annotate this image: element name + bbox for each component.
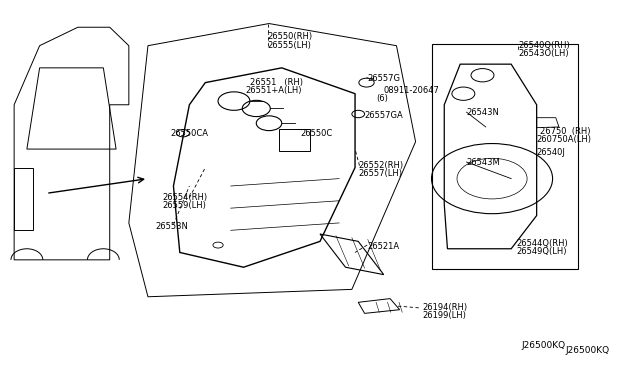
Text: 26551+A(LH): 26551+A(LH) <box>246 86 302 95</box>
Text: 26521A: 26521A <box>367 243 399 251</box>
Text: J26500KQ: J26500KQ <box>565 346 609 355</box>
Text: 26540J: 26540J <box>537 148 566 157</box>
Text: 26550CA: 26550CA <box>170 129 208 138</box>
Text: 260750A(LH): 260750A(LH) <box>537 135 591 144</box>
Text: 26557(LH): 26557(LH) <box>358 169 402 177</box>
Text: 26199(LH): 26199(LH) <box>422 311 466 320</box>
Text: 26557G: 26557G <box>368 74 401 83</box>
Text: 26550C: 26550C <box>301 129 333 138</box>
Text: 26540Q(RH): 26540Q(RH) <box>519 41 571 50</box>
Text: 26552(RH): 26552(RH) <box>358 161 403 170</box>
Text: 26194(RH): 26194(RH) <box>422 303 467 312</box>
Text: 26551   (RH): 26551 (RH) <box>250 78 303 87</box>
Text: J26500KQ: J26500KQ <box>521 341 565 350</box>
Text: 26550(RH): 26550(RH) <box>268 32 313 41</box>
Text: 26555(LH): 26555(LH) <box>268 41 312 50</box>
Text: 26543M: 26543M <box>467 157 500 167</box>
Text: 26549Q(LH): 26549Q(LH) <box>516 247 567 256</box>
Text: 26750  (RH): 26750 (RH) <box>540 127 590 136</box>
Text: 26557GA: 26557GA <box>365 111 403 121</box>
Text: 26559(LH): 26559(LH) <box>162 201 206 210</box>
Text: 26553N: 26553N <box>156 222 188 231</box>
Text: 26543N: 26543N <box>467 108 499 118</box>
Text: 08911-20647: 08911-20647 <box>384 86 440 94</box>
Text: 26544Q(RH): 26544Q(RH) <box>516 239 568 248</box>
Text: 26543O(LH): 26543O(LH) <box>519 49 570 58</box>
Text: 26554(RH): 26554(RH) <box>162 193 207 202</box>
Text: (6): (6) <box>376 94 388 103</box>
